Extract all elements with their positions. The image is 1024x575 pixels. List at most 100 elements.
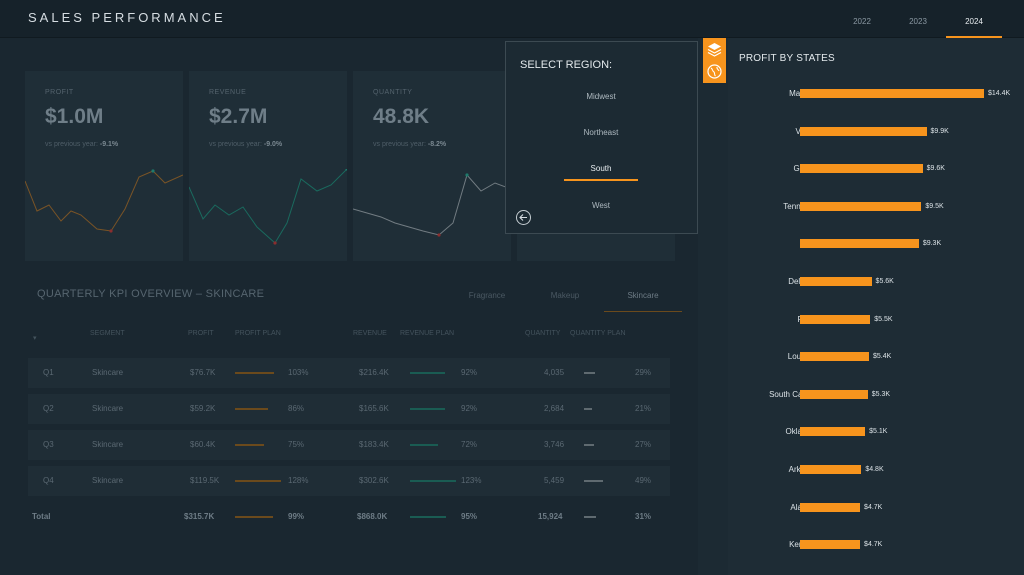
app-title: SALES PERFORMANCE — [28, 10, 226, 25]
col-quantity[interactable]: QUANTITY — [525, 330, 561, 337]
cell-total-profit: $315.7K — [184, 512, 215, 521]
profit-by-states-panel: PROFIT BY STATES Maryland$14.4K Virginia$… — [728, 38, 1024, 575]
region-option-northeast[interactable]: Northeast — [583, 128, 619, 137]
state-value-label: $4.7K — [864, 503, 883, 511]
table-row[interactable]: Q2 Skincare $59.2K 86% $165.6K 92% 2,684 21% — [28, 394, 670, 424]
table-total-row: Total $315.7K 99% $868.0K 95% 15,924 31% — [28, 502, 670, 532]
state-bar-row[interactable]: Tennessee$9.5K — [728, 201, 1024, 215]
kpi-comparison: vs previous year: -9.0% — [209, 141, 283, 148]
state-bar-row[interactable]: Kentucky$4.7K — [728, 539, 1024, 553]
state-bar-row[interactable]: Georgia$9.6K — [728, 163, 1024, 177]
table-row[interactable]: Q4 Skincare $119.5K 128% $302.6K 123% 5,459 49% — [28, 466, 670, 496]
cell-profit: $76.7K — [190, 368, 216, 377]
state-bar-row[interactable]: Alabama$4.7K — [728, 502, 1024, 516]
region-option-west[interactable]: West — [591, 201, 611, 210]
state-profit-bar[interactable] — [800, 352, 869, 362]
state-profit-bar[interactable] — [800, 389, 868, 399]
col-profit[interactable]: PROFIT — [188, 330, 214, 337]
tab-skincare[interactable]: Skincare — [604, 286, 682, 312]
state-bar-row[interactable]: South Carolina $5.3K — [728, 389, 1024, 403]
cell-profit-plan: 128% — [288, 476, 309, 485]
cell-revenue: $216.4K — [359, 368, 389, 377]
globe-button[interactable] — [703, 60, 726, 83]
kpi-card-profit[interactable]: PROFIT $1.0M vs previous year: -9.1% — [25, 71, 183, 261]
state-value-label: $9.3K — [922, 240, 942, 248]
table-header: ▾ SEGMENT PROFIT PROFIT PLAN REVENUE REV… — [0, 330, 698, 342]
table-row[interactable]: Q1 Skincare $76.7K 103% $216.4K 92% 4,035 29% — [28, 358, 670, 388]
kpi-card-revenue[interactable]: REVENUE $2.7M vs previous year: -9.0% — [189, 71, 347, 261]
state-profit-bar[interactable] — [800, 314, 871, 324]
col-segment[interactable]: SEGMENT — [90, 330, 125, 337]
col-revenue-plan[interactable]: REVENUE PLAN — [400, 330, 455, 337]
tab-year-2024[interactable]: 2024 — [946, 0, 1002, 38]
kpi-value: 48.8K — [373, 105, 430, 128]
section-title: QUARTERLY KPI OVERVIEW – SKINCARE — [37, 288, 265, 300]
col-profit-plan[interactable]: PROFIT PLAN — [235, 330, 281, 337]
state-bar-row[interactable]: Delaware$5.6K — [728, 276, 1024, 290]
state-value-label: $5.6K — [875, 278, 894, 285]
cell-quantity: 5,459 — [544, 476, 565, 485]
cell-segment: Skincare — [92, 368, 124, 377]
state-profit-bar[interactable] — [800, 126, 927, 136]
state-profit-bar[interactable] — [800, 277, 872, 286]
state-bar-row[interactable]: Oklahoma$5.1K — [728, 426, 1024, 440]
state-value-label: $5.1K — [869, 428, 888, 436]
cell-revenue: $165.6K — [359, 404, 389, 413]
profit-plan-bar — [235, 372, 275, 374]
cell-total-revenue: $868.0K — [357, 512, 388, 521]
revenue-plan-bar — [410, 444, 438, 446]
state-profit-bar[interactable] — [800, 201, 922, 211]
col-quantity-plan[interactable]: QUANTITY PLAN — [570, 330, 626, 337]
sort-icon[interactable]: ▾ — [33, 335, 37, 342]
cell-quantity-plan: 27% — [635, 440, 652, 449]
header-bar: SALES PERFORMANCE 2022 2023 2024 — [0, 0, 1024, 38]
quantity-trend-sparkline — [353, 173, 511, 237]
back-button[interactable] — [516, 210, 531, 225]
kpi-comparison: vs previous year: -9.1% — [45, 141, 119, 148]
state-profit-bar[interactable] — [800, 89, 984, 98]
state-label: South Carolina — [769, 389, 822, 399]
state-value-label: $5.4K — [873, 353, 892, 361]
state-profit-bar[interactable] — [800, 427, 866, 437]
cell-segment: Skincare — [92, 404, 124, 413]
region-option-midwest[interactable]: Midwest — [586, 92, 616, 101]
layers-button[interactable] — [703, 38, 726, 61]
profit-trend-sparkline — [25, 169, 183, 233]
col-revenue[interactable]: REVENUE — [353, 330, 387, 337]
state-value-label: $5.5K — [874, 315, 893, 323]
cell-quantity: 4,035 — [544, 368, 565, 377]
cell-profit-plan: 103% — [288, 368, 309, 377]
state-profit-bar[interactable] — [800, 540, 861, 550]
cell-quarter: Q1 — [43, 368, 54, 377]
tab-fragrance[interactable]: Fragrance — [468, 291, 506, 300]
state-profit-bar[interactable] — [800, 465, 862, 474]
tab-year-2022[interactable]: 2022 — [853, 17, 871, 26]
cell-quarter: Q4 — [43, 476, 54, 485]
cell-profit-plan: 86% — [288, 404, 305, 413]
tab-makeup[interactable]: Makeup — [550, 291, 580, 300]
cell-quantity-plan: 21% — [635, 404, 652, 413]
state-bar-row[interactable]: Arkansas$4.8K — [728, 464, 1024, 478]
state-bar-row[interactable]: Texas$9.3K — [728, 238, 1024, 252]
tab-year-2023[interactable]: 2023 — [909, 17, 927, 26]
state-bar-row[interactable]: Virginia$9.9K — [728, 126, 1024, 140]
state-profit-bar[interactable] — [800, 239, 919, 249]
profit-plan-bar — [235, 408, 268, 410]
kpi-label: QUANTITY — [373, 89, 413, 96]
state-bar-row[interactable]: Maryland$14.4K — [728, 88, 1024, 102]
quantity-plan-bar — [584, 480, 603, 482]
kpi-card-quantity[interactable]: QUANTITY 48.8K vs previous year: -8.2% — [353, 71, 511, 261]
state-bar-row[interactable]: Florida$5.5K — [728, 314, 1024, 328]
arrow-left-icon — [519, 214, 527, 221]
state-profit-bar[interactable] — [800, 502, 861, 512]
layers-icon — [707, 43, 722, 57]
kpi-value: $1.0M — [45, 105, 104, 128]
state-profit-bar[interactable] — [800, 164, 923, 174]
state-bar-row[interactable]: Louisiana$5.4K — [728, 351, 1024, 365]
table-row[interactable]: Q3 Skincare $60.4K 75% $183.4K 72% 3,746 27% — [28, 430, 670, 460]
cell-profit: $119.5K — [190, 476, 220, 485]
revenue-plan-bar — [410, 408, 446, 410]
region-option-south[interactable]: South — [564, 164, 638, 181]
cell-quantity-plan: 49% — [635, 476, 652, 485]
quantity-plan-bar — [584, 408, 593, 410]
